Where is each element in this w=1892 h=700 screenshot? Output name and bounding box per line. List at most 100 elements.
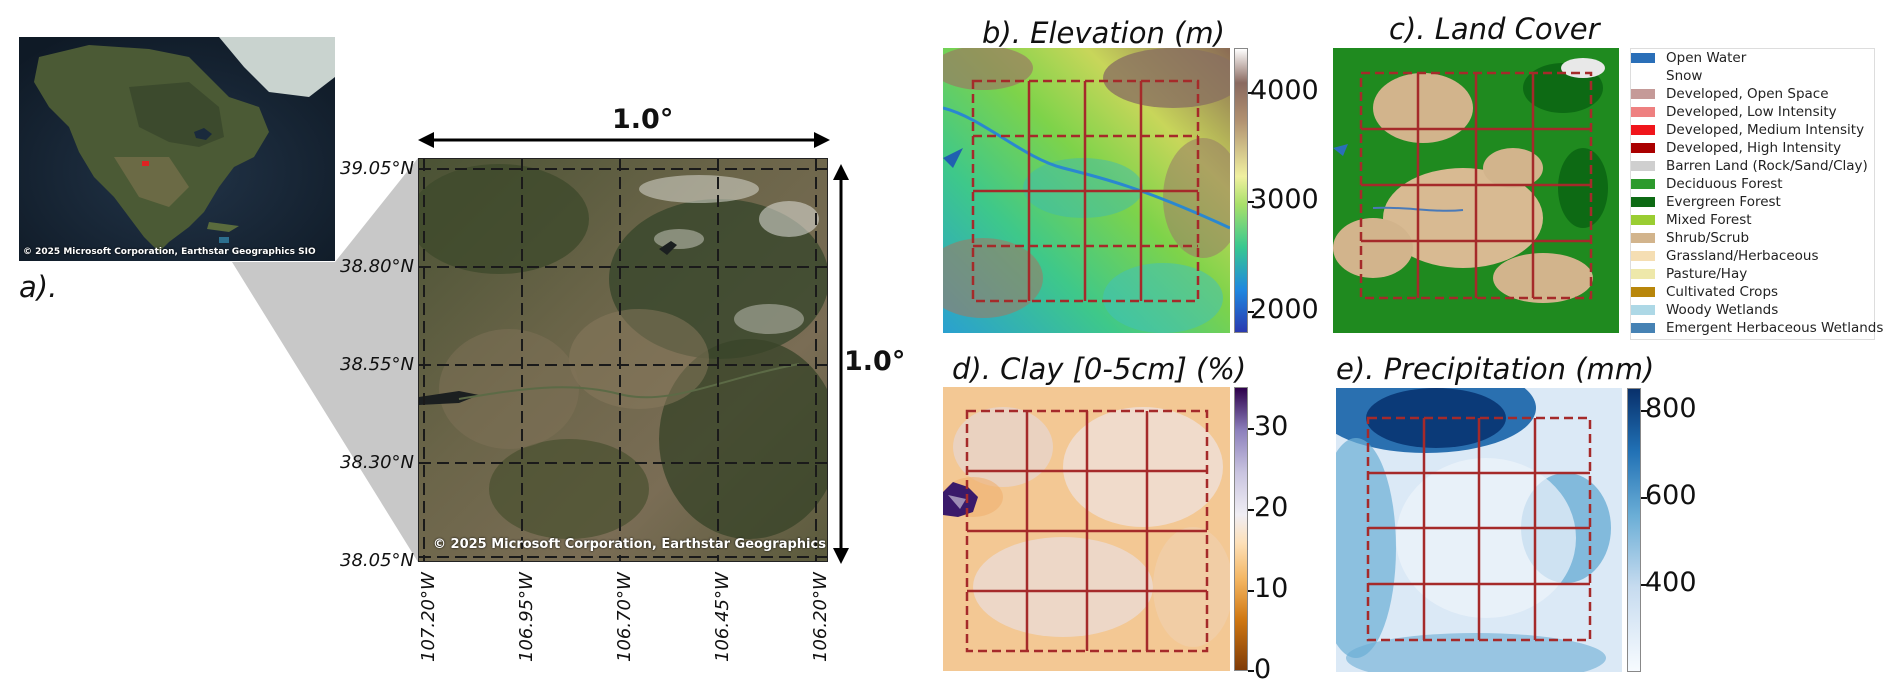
land-cover-image [1333, 48, 1619, 333]
width-arrow [418, 132, 830, 148]
clay-colorbar [1234, 387, 1248, 671]
lat-tick-label: 38.80°N [340, 256, 414, 277]
cb-tick-mark [1248, 670, 1254, 672]
clay-cb-tick: 0 [1254, 654, 1272, 685]
legend-label: Developed, High Intensity [1666, 140, 1842, 156]
precip-cb-tick: 600 [1645, 480, 1697, 511]
legend-swatch [1631, 71, 1655, 81]
lat-tick-label: 38.05°N [340, 550, 414, 571]
legend-item: Developed, Medium Intensity [1631, 121, 1864, 139]
cb-tick-mark [1248, 428, 1254, 430]
legend-swatch [1631, 107, 1655, 117]
legend-label: Woody Wetlands [1666, 302, 1779, 318]
height-label: 1.0° [844, 346, 906, 377]
land-cover-map [1333, 48, 1619, 333]
legend-swatch [1631, 143, 1655, 153]
legend-swatch [1631, 269, 1655, 279]
precip-image [1336, 388, 1622, 672]
legend-item: Deciduous Forest [1631, 175, 1783, 193]
clay-cb-tick: 30 [1254, 411, 1289, 442]
legend-swatch [1631, 305, 1655, 315]
elevation-cb-tick: 4000 [1250, 75, 1319, 106]
legend-label: Developed, Open Space [1666, 86, 1829, 102]
legend-item: Developed, Low Intensity [1631, 103, 1837, 121]
legend-label: Evergreen Forest [1666, 194, 1781, 210]
lon-tick-label: 106.70°W [614, 572, 635, 662]
legend-item: Cultivated Crops [1631, 283, 1778, 301]
precip-title: e). Precipitation (mm) [1336, 352, 1655, 386]
lat-tick-label: 39.05°N [340, 158, 414, 179]
legend-item: Pasture/Hay [1631, 265, 1747, 283]
legend-label: Grassland/Herbaceous [1666, 248, 1819, 264]
clay-cb-tick: 10 [1254, 573, 1289, 604]
legend-label: Mixed Forest [1666, 212, 1752, 228]
lon-tick-label: 106.95°W [516, 572, 537, 662]
legend-item: Evergreen Forest [1631, 193, 1781, 211]
lon-tick-label: 107.20°W [418, 572, 439, 662]
inset-credit: © 2025 Microsoft Corporation, Earthstar … [23, 247, 316, 257]
precip-cb-tick: 800 [1645, 393, 1697, 424]
legend-item: Developed, High Intensity [1631, 139, 1841, 157]
elevation-map [943, 48, 1230, 333]
legend-item: Barren Land (Rock/Sand/Clay) [1631, 157, 1868, 175]
satellite-map: © 2025 Microsoft Corporation, Earthstar … [418, 158, 828, 562]
precip-map [1336, 388, 1622, 672]
legend-label: Emergent Herbaceous Wetlands [1666, 320, 1884, 336]
legend-item: Grassland/Herbaceous [1631, 247, 1818, 265]
legend-label: Deciduous Forest [1666, 176, 1783, 192]
legend-label: Barren Land (Rock/Sand/Clay) [1666, 158, 1868, 174]
panel-a: © 2025 Microsoft Corporation, Earthstar … [0, 0, 920, 700]
legend-item: Mixed Forest [1631, 211, 1752, 229]
legend-swatch [1631, 125, 1655, 135]
lon-tick-label: 106.20°W [810, 572, 831, 662]
lat-tick-label: 38.30°N [340, 452, 414, 473]
legend-label: Snow [1666, 68, 1703, 84]
panel-a-label: a). [19, 270, 58, 304]
legend-label: Developed, Medium Intensity [1666, 122, 1865, 138]
land-cover-legend: Open Water Snow Developed, Open Space De… [1630, 48, 1883, 340]
legend-swatch [1631, 53, 1655, 63]
height-arrow [833, 164, 849, 564]
lat-tick-label: 38.55°N [340, 354, 414, 375]
legend-label: Open Water [1666, 50, 1747, 66]
clay-map [943, 387, 1230, 671]
precip-cb-tick: 400 [1645, 567, 1697, 598]
legend-item: Snow [1631, 67, 1702, 85]
cb-tick-mark [1248, 311, 1254, 313]
legend-item: Open Water [1631, 49, 1746, 67]
satellite-image [419, 159, 827, 561]
legend-swatch [1631, 323, 1655, 333]
cb-tick-mark [1248, 590, 1254, 592]
cb-tick-mark [1248, 509, 1254, 511]
precip-colorbar [1627, 388, 1641, 672]
legend-swatch [1631, 233, 1655, 243]
legend-swatch [1631, 89, 1655, 99]
elevation-cb-tick: 3000 [1250, 184, 1319, 215]
inset-map-image [19, 37, 335, 261]
lon-tick-label: 106.45°W [712, 572, 733, 662]
clay-image [943, 387, 1230, 671]
legend-swatch [1631, 161, 1655, 171]
legend-label: Shrub/Scrub [1666, 230, 1750, 246]
clay-cb-tick: 20 [1254, 492, 1289, 523]
legend-label: Pasture/Hay [1666, 266, 1748, 282]
width-label: 1.0° [612, 104, 674, 135]
cb-tick-mark [1641, 584, 1647, 586]
cb-tick-mark [1641, 497, 1647, 499]
legend-item: Shrub/Scrub [1631, 229, 1749, 247]
legend-swatch [1631, 215, 1655, 225]
land-cover-title: c). Land Cover [1389, 12, 1600, 46]
legend-label: Cultivated Crops [1666, 284, 1779, 300]
clay-title: d). Clay [0-5cm] (%) [952, 352, 1247, 386]
cb-tick-mark [1248, 92, 1254, 94]
legend-swatch [1631, 251, 1655, 261]
elevation-colorbar [1234, 48, 1248, 333]
cb-tick-mark [1248, 201, 1254, 203]
legend-swatch [1631, 179, 1655, 189]
legend-item: Emergent Herbaceous Wetlands [1631, 319, 1883, 337]
legend-swatch [1631, 287, 1655, 297]
legend-item: Woody Wetlands [1631, 301, 1778, 319]
zoom-wedge [232, 158, 418, 562]
elevation-title: b). Elevation (m) [982, 16, 1225, 50]
elevation-cb-tick: 2000 [1250, 294, 1319, 325]
